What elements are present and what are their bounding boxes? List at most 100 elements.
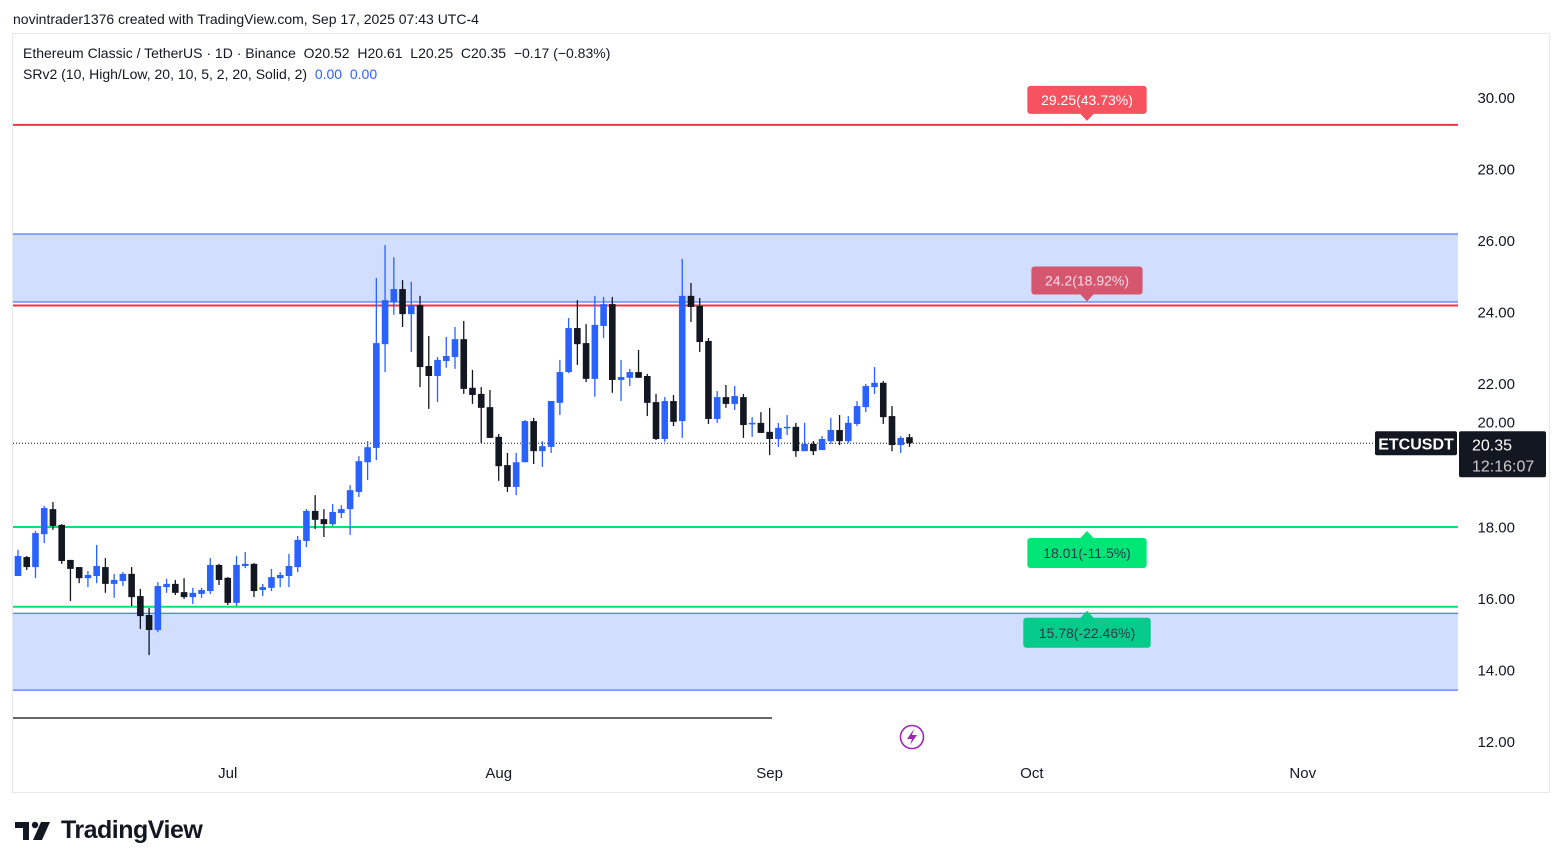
candle [775,422,782,447]
candle-body [442,355,450,361]
candle-body [381,300,389,345]
candle [75,567,83,584]
candle [373,277,380,461]
candle [180,578,188,599]
candle-body [49,509,57,526]
lightning-icon[interactable] [899,724,925,750]
candle-body [775,427,782,439]
candle [311,495,319,530]
ohlc-open: O20.52 [303,45,350,61]
candle-body [338,509,345,514]
support-zone [13,613,1458,691]
candle [609,296,616,393]
candle-body [93,566,100,577]
candle [504,452,511,492]
candle-body [320,519,328,525]
candle [23,555,31,570]
candle-body [154,586,162,631]
candle [285,553,293,588]
price-tag-value: 20.35 [1472,437,1512,454]
y-tick-label: 14.00 [1477,662,1515,679]
lightning-icon-circle [899,724,925,750]
candle-body [609,304,616,380]
candle-body [801,443,808,452]
indicator-title[interactable]: SRv2 (10, High/Low, 20, 10, 5, 2, 20, So… [23,66,308,82]
label-pointer [1080,531,1094,539]
candle-body [661,401,669,439]
candle-body [888,416,896,446]
ohlc-low: L20.25 [410,45,454,61]
label-pointer [1080,294,1094,302]
candle-body [591,324,599,379]
candle [652,393,660,441]
candle [128,567,135,607]
candle-body [748,422,756,425]
candle [827,417,835,444]
candle-body [110,579,118,584]
candle [469,369,476,404]
label-box [1027,538,1147,569]
candle-body [408,305,415,315]
candle-body [617,377,625,380]
candle [687,282,695,322]
label-box [1023,617,1151,648]
candle-body [233,564,240,603]
candle [670,394,677,427]
candle [137,588,144,629]
candle [635,349,642,378]
candle [276,572,284,588]
y-tick-label: 20.00 [1477,414,1515,431]
candle-body [845,422,852,442]
candle [845,416,852,443]
candle [748,417,756,437]
candle-body [731,396,738,404]
candle-body [416,305,424,368]
candle [477,387,485,443]
candle-body [521,421,529,463]
candle-body [643,376,651,403]
candle-body [425,365,433,377]
candle-body [495,436,502,467]
y-tick-label: 12.00 [1477,734,1515,751]
candle [879,381,887,424]
candle [145,607,153,656]
candle-body [285,566,293,577]
candle [626,368,634,387]
candle-body [897,437,905,446]
candle-body [346,490,354,510]
y-tick-label: 24.00 [1477,305,1515,322]
candle [897,436,905,453]
candle [172,579,179,595]
candle-body [215,564,223,580]
y-tick-label: 30.00 [1477,90,1515,107]
candle [547,401,555,453]
tradingview-logo[interactable]: TradingView [15,816,203,845]
candle [206,558,214,594]
candle [565,318,572,374]
candle-body [810,443,817,452]
candle-body [434,359,441,377]
candle [906,433,913,447]
y-tick-label: 26.00 [1477,233,1515,250]
candle-body [757,422,765,433]
candle [250,563,258,598]
candle-body [189,592,197,598]
candle [661,397,669,442]
symbol-title[interactable]: Ethereum Classic / TetherUS · 1D · Binan… [23,45,296,61]
candle-body [512,462,520,487]
candle [364,441,371,481]
candle [189,587,197,604]
candle-body [32,533,39,568]
candle-body [198,589,205,594]
candle [442,337,450,368]
candle [224,577,232,606]
x-tick-label: Aug [485,765,512,782]
candle [617,359,625,402]
support-level-label: 18.01(-11.5%) [1027,531,1147,569]
chart-frame[interactable] [12,33,1550,793]
candle [521,420,529,463]
candle [49,501,57,530]
candle [241,552,249,569]
candle [495,433,502,481]
